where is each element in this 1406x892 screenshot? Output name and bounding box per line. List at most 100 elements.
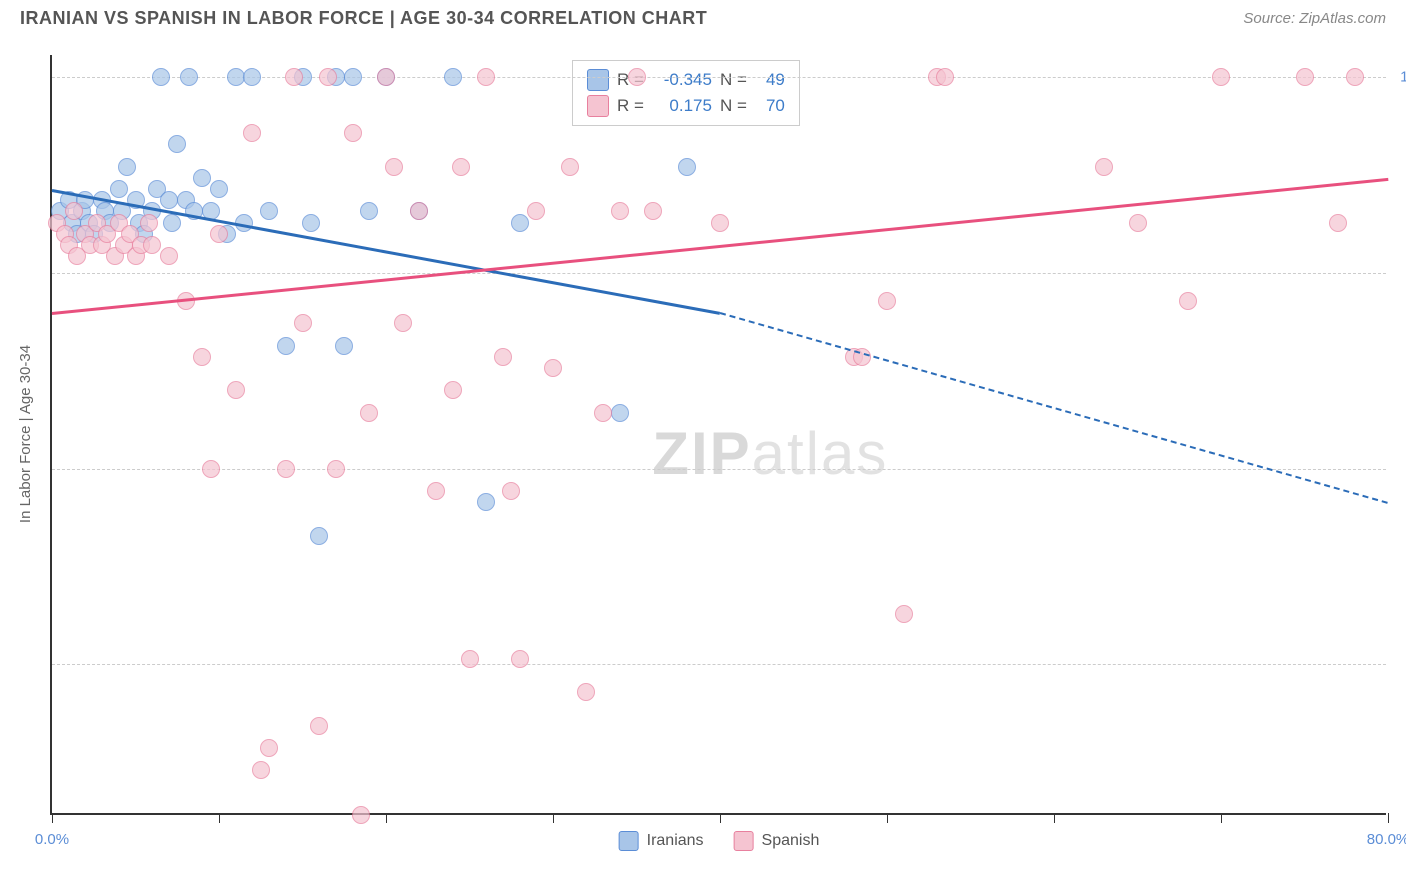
scatter-point-spanish <box>452 158 470 176</box>
legend-swatch-spanish <box>587 95 609 117</box>
legend-r-value-iranians: -0.345 <box>652 70 712 90</box>
x-tick <box>720 813 721 823</box>
scatter-point-iranians <box>163 214 181 232</box>
scatter-point-spanish <box>1212 68 1230 86</box>
gridline-h <box>52 469 1386 470</box>
x-tick <box>386 813 387 823</box>
series-label-spanish: Spanish <box>762 832 820 850</box>
series-swatch-iranians <box>619 831 639 851</box>
scatter-point-spanish <box>1129 214 1147 232</box>
x-tick <box>1221 813 1222 823</box>
scatter-point-spanish <box>502 482 520 500</box>
scatter-point-spanish <box>1095 158 1113 176</box>
scatter-point-iranians <box>511 214 529 232</box>
scatter-point-iranians <box>152 68 170 86</box>
watermark-bold: ZIP <box>652 420 751 487</box>
scatter-point-spanish <box>878 292 896 310</box>
scatter-point-spanish <box>260 739 278 757</box>
scatter-point-iranians <box>168 135 186 153</box>
scatter-point-spanish <box>243 124 261 142</box>
scatter-point-iranians <box>477 493 495 511</box>
scatter-point-spanish <box>1296 68 1314 86</box>
scatter-point-spanish <box>936 68 954 86</box>
scatter-point-iranians <box>302 214 320 232</box>
scatter-point-spanish <box>65 202 83 220</box>
scatter-point-spanish <box>494 348 512 366</box>
x-tick <box>52 813 53 823</box>
series-legend: Iranians Spanish <box>619 831 820 851</box>
gridline-h <box>52 664 1386 665</box>
watermark-light: atlas <box>752 420 889 487</box>
x-tick <box>553 813 554 823</box>
y-tick-label: 100.0% <box>1391 69 1406 86</box>
scatter-point-spanish <box>143 236 161 254</box>
scatter-point-spanish <box>394 314 412 332</box>
legend-row-spanish: R = 0.175 N = 70 <box>587 93 785 119</box>
scatter-point-spanish <box>611 202 629 220</box>
scatter-point-spanish <box>160 247 178 265</box>
scatter-point-spanish <box>344 124 362 142</box>
scatter-point-spanish <box>410 202 428 220</box>
scatter-point-iranians <box>678 158 696 176</box>
source-name: ZipAtlas.com <box>1299 10 1386 27</box>
series-legend-spanish: Spanish <box>734 831 820 851</box>
scatter-point-spanish <box>327 460 345 478</box>
scatter-point-spanish <box>193 348 211 366</box>
correlation-legend-box: R = -0.345 N = 49 R = 0.175 N = 70 <box>572 60 800 126</box>
legend-r-label: R = <box>617 96 644 116</box>
gridline-h <box>52 273 1386 274</box>
scatter-point-spanish <box>385 158 403 176</box>
scatter-point-iranians <box>118 158 136 176</box>
scatter-point-iranians <box>277 337 295 355</box>
scatter-point-spanish <box>377 68 395 86</box>
scatter-point-spanish <box>427 482 445 500</box>
y-tick-label: 47.5% <box>1391 656 1406 673</box>
scatter-point-iranians <box>160 191 178 209</box>
scatter-point-spanish <box>594 404 612 422</box>
x-tick-label: 0.0% <box>35 831 69 848</box>
scatter-point-spanish <box>140 214 158 232</box>
scatter-point-spanish <box>1179 292 1197 310</box>
scatter-point-iranians <box>444 68 462 86</box>
source-attribution: Source: ZipAtlas.com <box>1243 10 1386 27</box>
scatter-point-iranians <box>193 169 211 187</box>
legend-row-iranians: R = -0.345 N = 49 <box>587 67 785 93</box>
x-tick <box>887 813 888 823</box>
scatter-point-iranians <box>335 337 353 355</box>
series-swatch-spanish <box>734 831 754 851</box>
legend-n-label: N = <box>720 70 747 90</box>
x-tick <box>1388 813 1389 823</box>
scatter-point-spanish <box>360 404 378 422</box>
y-tick-label: 65.0% <box>1391 460 1406 477</box>
scatter-point-iranians <box>344 68 362 86</box>
scatter-point-iranians <box>611 404 629 422</box>
y-axis-label: In Labor Force | Age 30-34 <box>17 345 34 523</box>
legend-n-value-iranians: 49 <box>755 70 785 90</box>
scatter-point-spanish <box>310 717 328 735</box>
scatter-point-spanish <box>202 460 220 478</box>
scatter-point-spanish <box>1346 68 1364 86</box>
scatter-point-spanish <box>711 214 729 232</box>
scatter-point-iranians <box>227 68 245 86</box>
scatter-point-iranians <box>180 68 198 86</box>
source-prefix: Source: <box>1243 10 1299 27</box>
scatter-point-spanish <box>210 225 228 243</box>
chart-header: IRANIAN VS SPANISH IN LABOR FORCE | AGE … <box>0 0 1406 33</box>
scatter-point-spanish <box>444 381 462 399</box>
scatter-point-spanish <box>527 202 545 220</box>
scatter-point-iranians <box>210 180 228 198</box>
scatter-point-spanish <box>895 605 913 623</box>
x-tick <box>219 813 220 823</box>
watermark-text: ZIPatlas <box>652 419 888 488</box>
scatter-point-iranians <box>260 202 278 220</box>
legend-n-value-spanish: 70 <box>755 96 785 116</box>
legend-r-value-spanish: 0.175 <box>652 96 712 116</box>
x-tick <box>1054 813 1055 823</box>
scatter-point-spanish <box>477 68 495 86</box>
scatter-point-spanish <box>628 68 646 86</box>
scatter-point-spanish <box>352 806 370 824</box>
trend-line-extrapolated <box>720 312 1389 504</box>
scatter-point-spanish <box>544 359 562 377</box>
scatter-point-iranians <box>243 68 261 86</box>
scatter-point-spanish <box>1329 214 1347 232</box>
